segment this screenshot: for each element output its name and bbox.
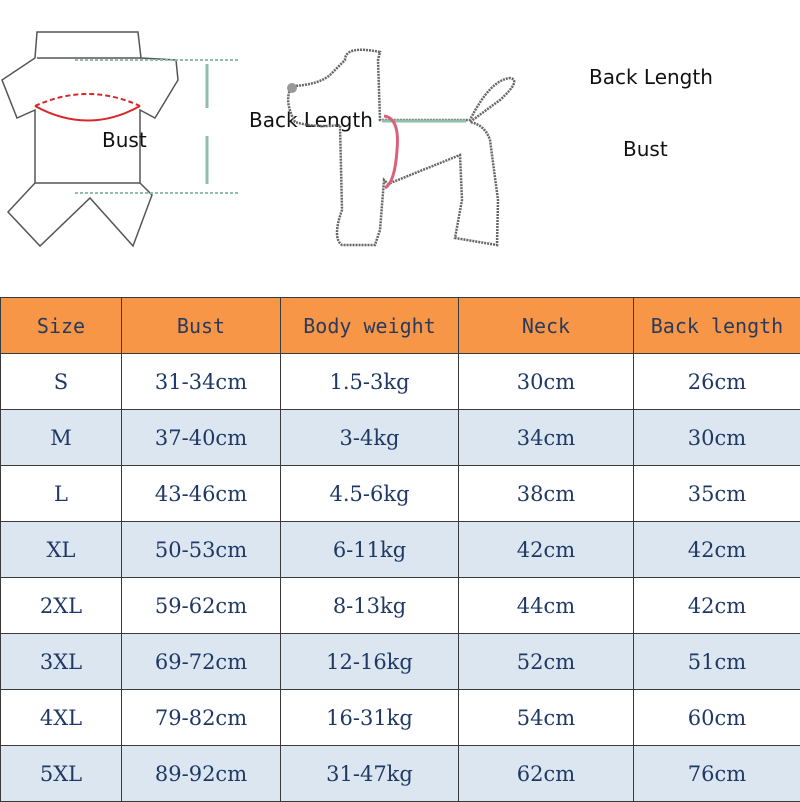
cell-neck: 54cm: [459, 690, 634, 746]
cell-size: 5XL: [1, 746, 122, 802]
cell-body-weight: 31-47kg: [281, 746, 459, 802]
garment-back-length-label: Back Length: [249, 108, 373, 132]
dog-illustration: [288, 50, 514, 245]
cell-bust: 59-62cm: [122, 578, 281, 634]
header-size: Size: [1, 298, 122, 354]
cell-bust: 69-72cm: [122, 634, 281, 690]
cell-bust: 50-53cm: [122, 522, 281, 578]
cell-back-length: 51cm: [634, 634, 800, 690]
cell-back-length: 42cm: [634, 578, 800, 634]
cell-neck: 34cm: [459, 410, 634, 466]
cell-size: 2XL: [1, 578, 122, 634]
header-neck: Neck: [459, 298, 634, 354]
cell-body-weight: 3-4kg: [281, 410, 459, 466]
garment-bust-label: Bust: [102, 128, 147, 152]
cell-bust: 31-34cm: [122, 354, 281, 410]
garment-bust-line: [35, 106, 140, 121]
cell-size: 4XL: [1, 690, 122, 746]
cell-body-weight: 16-31kg: [281, 690, 459, 746]
cell-body-weight: 6-11kg: [281, 522, 459, 578]
cell-size: S: [1, 354, 122, 410]
cell-neck: 52cm: [459, 634, 634, 690]
garment-illustration: [2, 32, 178, 246]
cell-neck: 38cm: [459, 466, 634, 522]
cell-body-weight: 4.5-6kg: [281, 466, 459, 522]
cell-back-length: 30cm: [634, 410, 800, 466]
cell-bust: 37-40cm: [122, 410, 281, 466]
cell-neck: 44cm: [459, 578, 634, 634]
cell-body-weight: 12-16kg: [281, 634, 459, 690]
cell-body-weight: 1.5-3kg: [281, 354, 459, 410]
cell-back-length: 26cm: [634, 354, 800, 410]
cell-neck: 30cm: [459, 354, 634, 410]
cell-back-length: 42cm: [634, 522, 800, 578]
cell-bust: 43-46cm: [122, 466, 281, 522]
header-back-length: Back length: [634, 298, 800, 354]
dog-nose: [287, 83, 297, 93]
garment-back-length-marker: [75, 60, 240, 193]
dog-back-length-label: Back Length: [589, 65, 713, 89]
garment-bust-line-back: [35, 94, 140, 106]
cell-neck: 42cm: [459, 522, 634, 578]
header-body-weight: Body weight: [281, 298, 459, 354]
size-chart-table: Size Bust Body weight Neck Back length S…: [0, 297, 800, 802]
cell-body-weight: 8-13kg: [281, 578, 459, 634]
cell-back-length: 35cm: [634, 466, 800, 522]
dog-bust-line: [384, 116, 397, 188]
cell-size: M: [1, 410, 122, 466]
header-bust: Bust: [122, 298, 281, 354]
cell-bust: 79-82cm: [122, 690, 281, 746]
cell-back-length: 60cm: [634, 690, 800, 746]
measurement-diagram: Bust Back Length Back Length Bust: [0, 0, 800, 296]
dog-bust-label: Bust: [623, 137, 668, 161]
cell-bust: 89-92cm: [122, 746, 281, 802]
cell-size: L: [1, 466, 122, 522]
cell-back-length: 76cm: [634, 746, 800, 802]
cell-size: XL: [1, 522, 122, 578]
table-header-row: Size Bust Body weight Neck Back length: [1, 298, 800, 354]
cell-size: 3XL: [1, 634, 122, 690]
cell-neck: 62cm: [459, 746, 634, 802]
